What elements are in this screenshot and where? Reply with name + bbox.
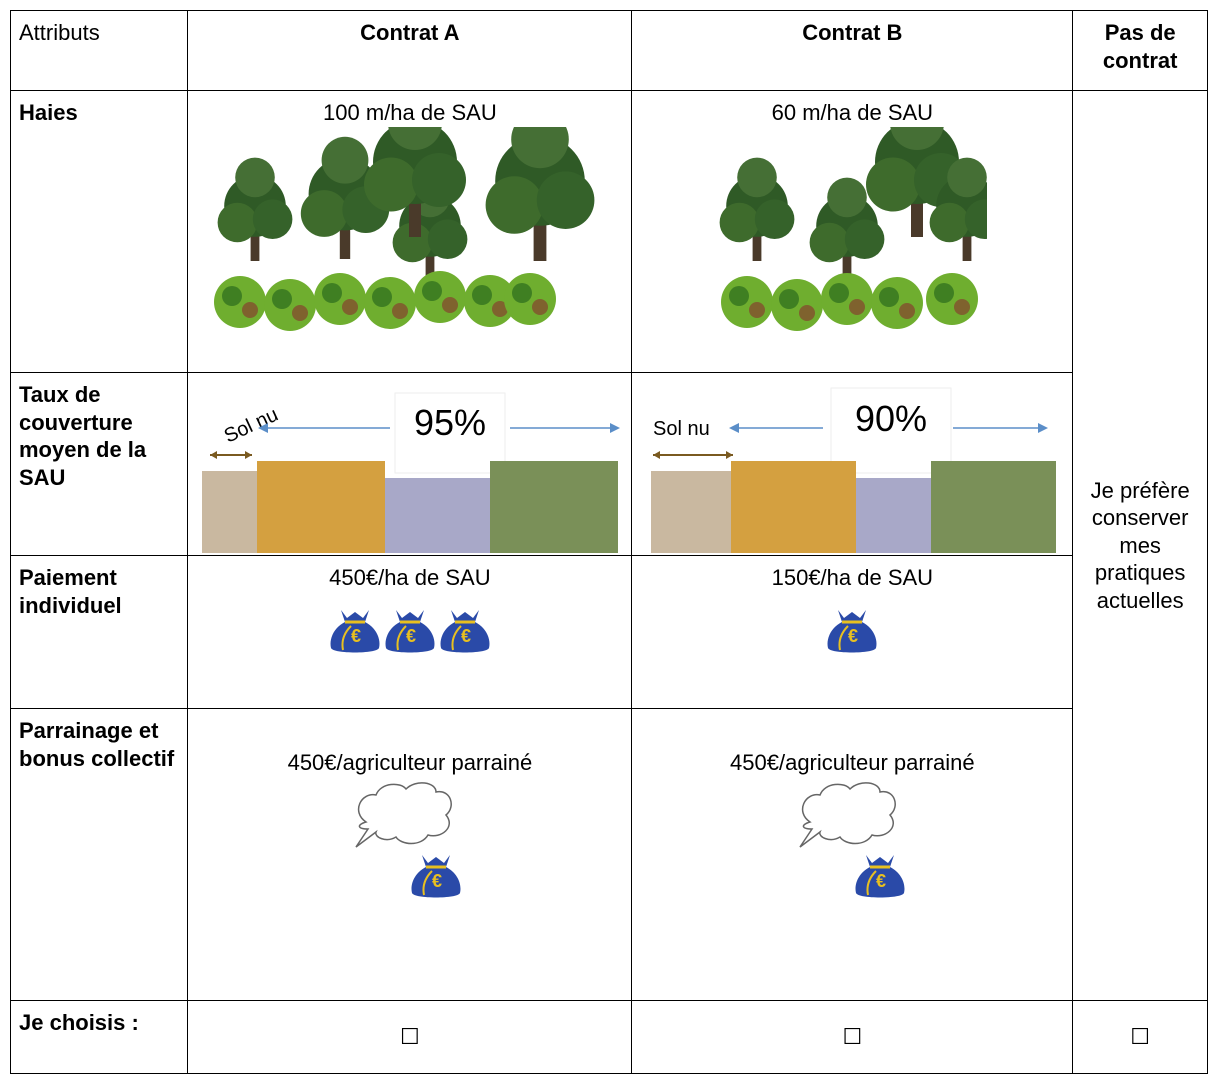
soil-label: Sol nu [221,404,282,448]
choice-row: Je choisis : ☐ ☐ ☐ [9,1000,1208,1074]
label-text: Parrainage et bonus collectif [19,718,175,771]
cell: 150€/ha de SAU [631,555,1074,709]
illustration-use [503,272,556,325]
illustration-use [826,608,879,654]
header-text: Contrat B [802,20,903,45]
illustration-rect [201,471,257,553]
money-icons [328,608,491,654]
header-cell: Pas de contrat [1072,10,1208,91]
row-label: Paiement individuel [9,555,189,709]
illustration-tbody: Attributs Contrat A Contrat B Pas de con… [9,10,1208,1074]
illustration-rect [384,478,490,553]
cell: Sol nu 90% [631,372,1074,556]
checkbox-cell[interactable]: ☐ [1072,1000,1208,1074]
money-icon [826,608,879,654]
row-label: Taux de couverture moyen de la SAU [9,372,189,556]
illustration-rect [731,461,857,553]
cell: 60 m/ha de SAU [631,90,1074,373]
cell-text: 450€/ha de SAU [329,565,491,590]
checkbox[interactable]: ☐ [400,1024,420,1050]
header-text: Pas de contrat [1102,20,1178,73]
checkbox[interactable]: ☐ [842,1024,863,1050]
checkbox[interactable]: ☐ [1130,1024,1151,1050]
sponsor-icon [799,781,907,899]
cell-text: 450€/agriculteur parrainé [730,750,975,775]
cell-text: 60 m/ha de SAU [771,100,934,125]
illustration-use [213,275,266,328]
row: Haies 100 m/ha de SAU 60 m/ha de SAU Je … [9,90,1208,1001]
illustration-rect [394,392,506,474]
label-text: Haies [19,100,78,125]
illustration-rect [651,471,732,553]
illustration-rect [489,461,618,553]
hedge-image [719,126,988,331]
illustration-rect [830,387,952,474]
cell-text: 450€/agriculteur parrainé [287,750,533,775]
label-text: Taux de couverture moyen de la SAU [19,382,147,490]
no-contract-cell: Je préfère conserver mes pratiques actue… [1072,90,1208,1001]
illustration-use [438,608,491,654]
illustration-use [871,276,924,329]
row: Taux de couverture moyen de la SAU Sol n… [9,372,1208,556]
choice-table: Attributs Contrat A Contrat B Pas de con… [9,10,1208,1074]
cell: 450€/agriculteur parrainé [631,708,1074,1001]
label-text: Paiement individuel [19,565,122,618]
header-text: Contrat A [360,20,460,45]
illustration-path [799,781,897,848]
illustration-use [721,275,774,328]
cell: 100 m/ha de SAU [187,90,633,373]
soil-label: Sol nu [653,418,710,440]
illustration-rect [931,461,1057,553]
illustration-use [263,278,316,331]
checkbox-cell[interactable]: ☐ [187,1000,633,1074]
row-label: Parrainage et bonus collectif [9,708,189,1001]
label-text: Je choisis : [19,1010,139,1035]
header-cell: Contrat A [187,10,633,91]
rate-label: 90% [855,398,927,439]
illustration-use [363,276,416,329]
header-row: Attributs Contrat A Contrat B Pas de con… [9,10,1208,91]
cell-text: 100 m/ha de SAU [323,100,497,125]
header-cell: Attributs [9,10,189,91]
illustration-use [383,608,436,654]
illustration-path [355,781,453,848]
row: Parrainage et bonus collectif 450€/agric… [9,708,1208,1001]
header-cell: Contrat B [631,10,1074,91]
row-label: Je choisis : [9,1000,189,1074]
header-text: Attributs [19,20,100,45]
coverage-image: Sol nu 95% [201,392,620,553]
illustration-use [771,278,824,331]
illustration-use [485,126,595,261]
illustration-use [854,853,907,899]
illustration-use [413,270,466,323]
rate-label: 95% [414,402,486,443]
hedge-image [213,126,595,331]
illustration-use [926,272,979,325]
no-contract-text: Je préfère conserver mes pratiques actue… [1090,477,1190,613]
illustration-use [313,272,366,325]
illustration-use [410,853,463,899]
row: Paiement individuel 450€/ha de SAU 150€/… [9,555,1208,709]
illustration-rect [256,461,385,553]
cell: 450€/ha de SAU [187,555,633,709]
cell-text: 150€/ha de SAU [771,565,934,590]
checkbox-cell[interactable]: ☐ [631,1000,1074,1074]
cell: 450€/agriculteur parrainé [187,708,633,1001]
illustration-use [328,608,381,654]
row-label: Haies [9,90,189,373]
sponsor-icon [355,781,463,899]
illustration-use [217,157,293,261]
coverage-image: Sol nu 90% [651,387,1057,553]
illustration-use [821,272,874,325]
illustration-use [719,157,795,261]
illustration-rect [856,478,932,553]
cell: Sol nu 95% [187,372,633,556]
